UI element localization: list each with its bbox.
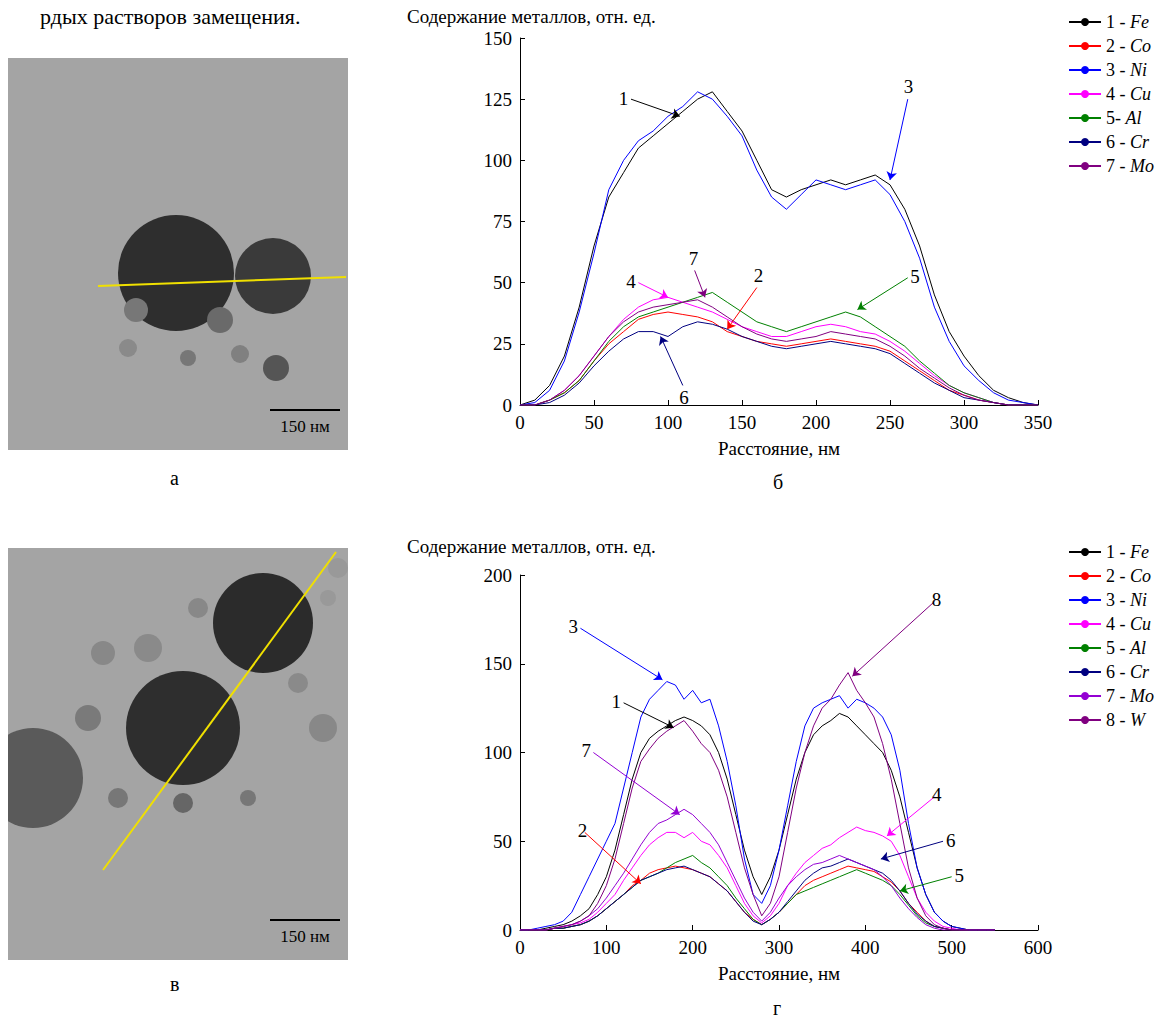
svg-text:4 -: 4 - — [1106, 614, 1130, 634]
svg-text:3 -: 3 - — [1106, 590, 1130, 610]
svg-text:6: 6 — [679, 387, 689, 408]
svg-text:Расстояние, нм: Расстояние, нм — [718, 438, 840, 459]
svg-text:1: 1 — [619, 88, 629, 109]
svg-text:4: 4 — [932, 784, 942, 805]
svg-text:600: 600 — [1024, 937, 1053, 958]
svg-text:8: 8 — [932, 589, 942, 610]
svg-text:7 -: 7 - — [1106, 156, 1130, 176]
svg-text:Cr: Cr — [1130, 662, 1150, 682]
svg-text:7 -: 7 - — [1106, 686, 1130, 706]
html-text:а: а — [170, 467, 179, 489]
svg-text:Co: Co — [1130, 36, 1151, 56]
svg-text:0: 0 — [503, 920, 513, 941]
svg-text:50: 50 — [493, 272, 512, 293]
svg-text:Cu: Cu — [1130, 614, 1151, 634]
html-text:б: б — [773, 471, 784, 493]
svg-text:250: 250 — [876, 412, 905, 433]
svg-text:300: 300 — [765, 937, 794, 958]
svg-text:350: 350 — [1024, 412, 1053, 433]
html-text:рдых растворов замещения.: рдых растворов замещения. — [40, 4, 301, 29]
svg-text:Fe: Fe — [1129, 12, 1149, 32]
svg-text:125: 125 — [484, 89, 513, 110]
svg-text:75: 75 — [493, 211, 512, 232]
svg-text:150: 150 — [728, 412, 757, 433]
svg-text:Fe: Fe — [1129, 542, 1149, 562]
svg-text:150 нм: 150 нм — [280, 927, 330, 946]
svg-text:5: 5 — [955, 865, 965, 886]
svg-text:0: 0 — [515, 412, 525, 433]
svg-text:25: 25 — [493, 333, 512, 354]
svg-text:150 нм: 150 нм — [280, 417, 330, 436]
svg-text:Содержание металлов, отн. ед.: Содержание металлов, отн. ед. — [407, 536, 656, 557]
svg-text:8 -: 8 - — [1106, 710, 1130, 730]
svg-text:0: 0 — [503, 395, 513, 416]
svg-text:4: 4 — [626, 271, 636, 292]
svg-text:0: 0 — [515, 937, 525, 958]
svg-text:3: 3 — [568, 616, 578, 637]
svg-text:Mo: Mo — [1129, 686, 1154, 706]
svg-text:150: 150 — [484, 28, 513, 49]
svg-text:50: 50 — [493, 831, 512, 852]
svg-text:Ni: Ni — [1129, 60, 1147, 80]
svg-text:400: 400 — [851, 937, 880, 958]
svg-text:2 -: 2 - — [1106, 566, 1130, 586]
svg-text:7: 7 — [689, 248, 699, 269]
svg-text:Cr: Cr — [1130, 132, 1150, 152]
svg-text:100: 100 — [484, 150, 513, 171]
svg-text:Cu: Cu — [1130, 84, 1151, 104]
html-text:в: в — [170, 973, 180, 995]
svg-text:6 -: 6 - — [1106, 662, 1130, 682]
svg-text:Расстояние, нм: Расстояние, нм — [718, 963, 840, 984]
svg-text:Mo: Mo — [1129, 156, 1154, 176]
svg-text:1 -: 1 - — [1106, 542, 1130, 562]
svg-text:200: 200 — [484, 565, 513, 586]
svg-text:150: 150 — [484, 653, 513, 674]
svg-text:2: 2 — [578, 820, 588, 841]
svg-text:2: 2 — [754, 265, 764, 286]
svg-text:200: 200 — [678, 937, 707, 958]
svg-text:100: 100 — [654, 412, 683, 433]
svg-text:50: 50 — [585, 412, 604, 433]
svg-text:500: 500 — [937, 937, 966, 958]
svg-text:Co: Co — [1130, 566, 1151, 586]
svg-text:1: 1 — [611, 691, 621, 712]
svg-text:6: 6 — [946, 830, 956, 851]
html-text:г: г — [773, 997, 782, 1019]
svg-text:5-: 5- — [1106, 108, 1126, 128]
svg-text:5: 5 — [910, 266, 920, 287]
svg-text:5 -: 5 - — [1106, 638, 1130, 658]
svg-text:Al: Al — [1129, 638, 1146, 658]
svg-text:100: 100 — [592, 937, 621, 958]
svg-text:Al: Al — [1125, 108, 1142, 128]
svg-text:300: 300 — [950, 412, 979, 433]
svg-text:3 -: 3 - — [1106, 60, 1130, 80]
svg-text:1 -: 1 - — [1106, 12, 1130, 32]
svg-text:2 -: 2 - — [1106, 36, 1130, 56]
svg-text:200: 200 — [802, 412, 831, 433]
svg-text:6 -: 6 - — [1106, 132, 1130, 152]
svg-text:3: 3 — [904, 76, 914, 97]
svg-text:W: W — [1130, 710, 1147, 730]
svg-text:100: 100 — [484, 742, 513, 763]
svg-text:4 -: 4 - — [1106, 84, 1130, 104]
svg-text:Содержание металлов, отн. ед.: Содержание металлов, отн. ед. — [407, 6, 656, 27]
svg-text:Ni: Ni — [1129, 590, 1147, 610]
svg-text:7: 7 — [581, 740, 591, 761]
